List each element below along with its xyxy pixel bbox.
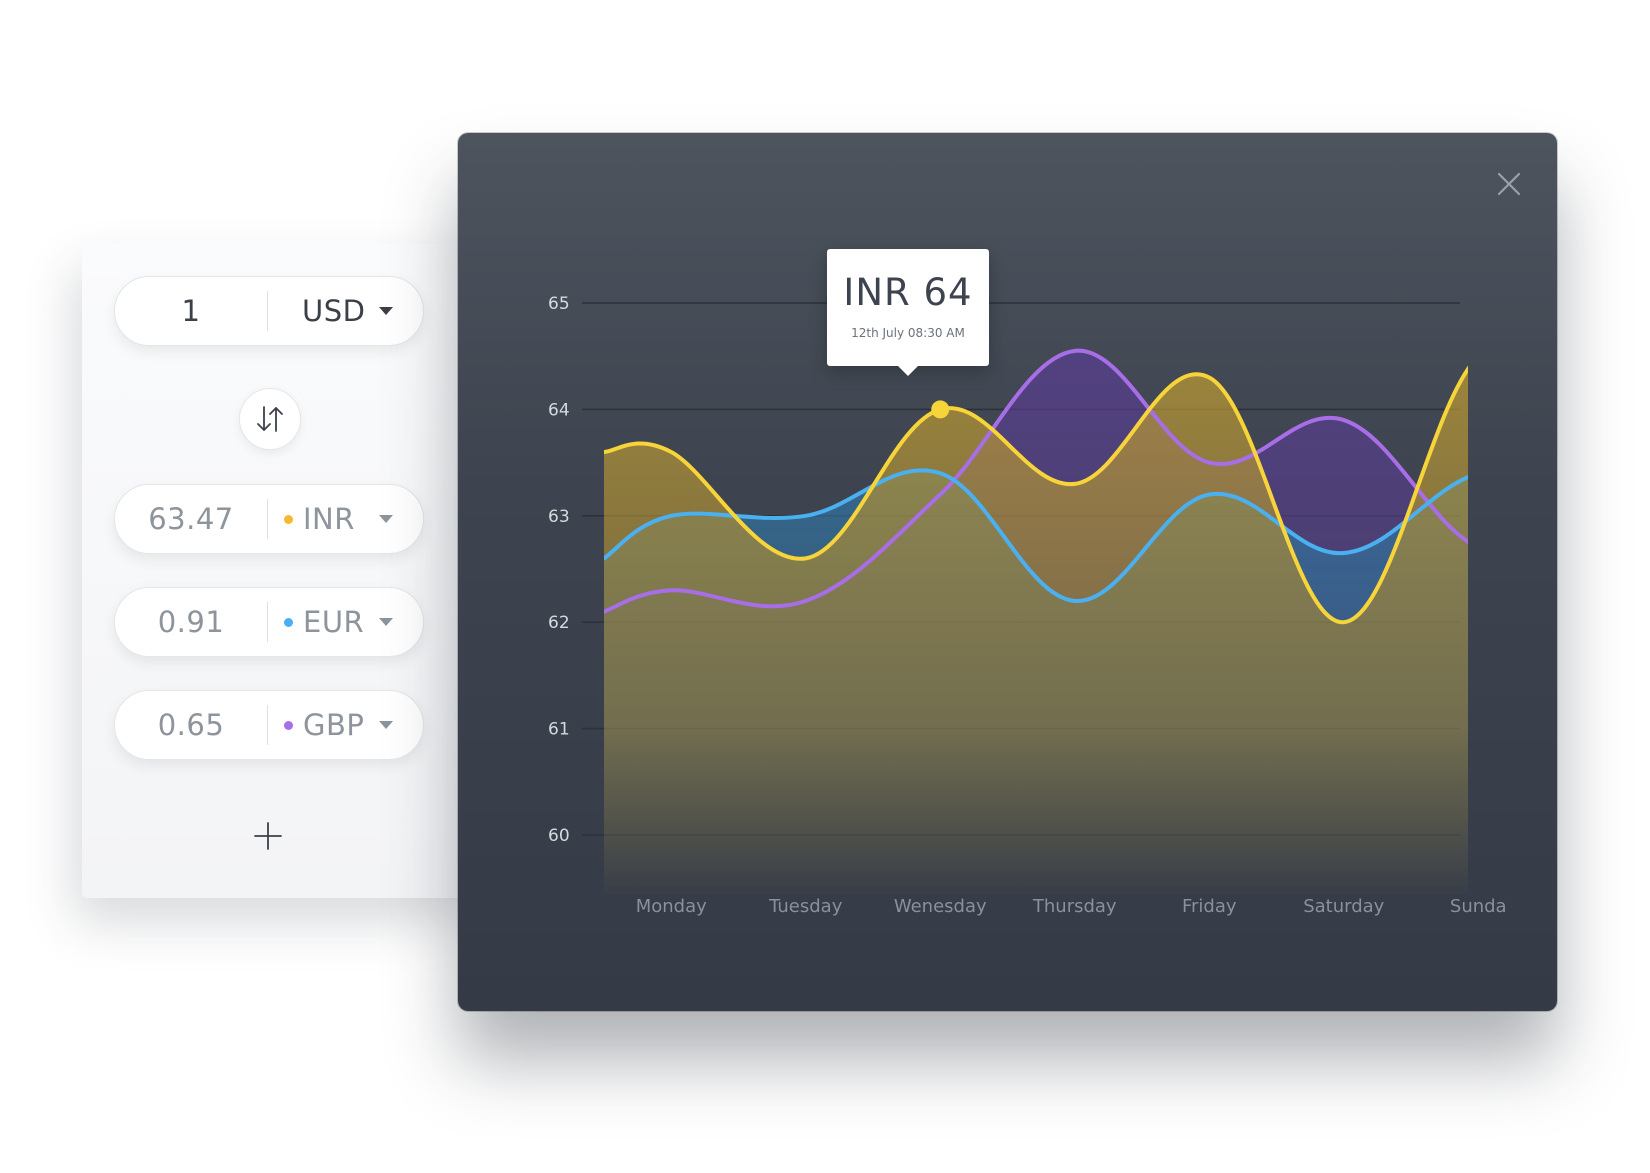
rate-chart: 65 64 63 62 61 60 Monday Tuesday Wenesday Thursd… [548, 294, 1507, 917]
currency-label: GBP [303, 708, 365, 742]
tooltip-value: INR 64 [843, 271, 973, 314]
y-tick-label: 61 [548, 720, 570, 740]
currency-color-dot [284, 514, 293, 524]
highlighted-data-point[interactable] [931, 400, 950, 419]
currency-row-eur[interactable]: 0.91 EUR [114, 587, 424, 657]
currency-select[interactable]: EUR [268, 605, 423, 639]
currency-row-gbp[interactable]: 0.65 GBP [114, 690, 424, 760]
currency-label: EUR [303, 605, 365, 639]
base-currency-select[interactable]: USD [268, 294, 423, 328]
converted-amount: 0.65 [157, 708, 225, 742]
pill-divider [267, 291, 268, 331]
currency-select[interactable]: GBP [268, 708, 423, 742]
currency-color-dot [284, 617, 293, 627]
rate-chart-window: 65 64 63 62 61 60 Monday Tuesday Wenesday Thursd… [458, 133, 1557, 1011]
x-tick-label: Friday [1182, 896, 1237, 917]
y-tick-label: 63 [548, 507, 570, 527]
data-tooltip: INR 64 12th July 08:30 AM [827, 249, 989, 376]
x-tick-label: Tuesday [768, 896, 843, 917]
plus-icon [254, 822, 282, 850]
base-amount-input[interactable]: 1 [181, 294, 201, 328]
currency-row-inr[interactable]: 63.47 INR [114, 484, 424, 554]
x-tick-label: Monday [636, 896, 707, 917]
close-icon [1497, 172, 1521, 196]
add-currency-button[interactable] [248, 816, 288, 856]
series-line-inr [604, 365, 1468, 625]
currency-color-dot [284, 720, 293, 730]
series-area-inr [604, 369, 1468, 895]
y-tick-label: 65 [548, 294, 570, 314]
swap-arrows-icon [257, 406, 283, 432]
swap-button[interactable] [239, 388, 301, 450]
chevron-down-icon [379, 721, 393, 729]
y-tick-label: 62 [548, 613, 570, 633]
close-button[interactable] [1492, 167, 1526, 201]
base-currency-label: USD [302, 294, 366, 328]
x-tick-label: Saturday [1303, 896, 1384, 917]
x-tick-label: Sunda [1450, 896, 1507, 917]
y-tick-label: 60 [548, 826, 570, 846]
currency-label: INR [303, 502, 355, 536]
chevron-down-icon [379, 307, 393, 315]
pill-divider [267, 602, 268, 642]
x-tick-label: Thursday [1032, 896, 1117, 917]
chevron-down-icon [379, 618, 393, 626]
currency-converter-panel: 1 USD 63.47 INR 0.91 EUR [82, 244, 482, 898]
chevron-down-icon [379, 515, 393, 523]
base-currency-field[interactable]: 1 USD [114, 276, 424, 346]
pill-divider [267, 499, 268, 539]
series-line-eur [604, 468, 1468, 603]
pill-divider [267, 705, 268, 745]
converted-amount: 0.91 [157, 605, 225, 639]
currency-select[interactable]: INR [268, 502, 423, 536]
y-tick-label: 64 [548, 400, 570, 420]
x-tick-label: Wenesday [894, 896, 987, 917]
converted-amount: 63.47 [148, 502, 234, 536]
tooltip-timestamp: 12th July 08:30 AM [851, 326, 965, 340]
